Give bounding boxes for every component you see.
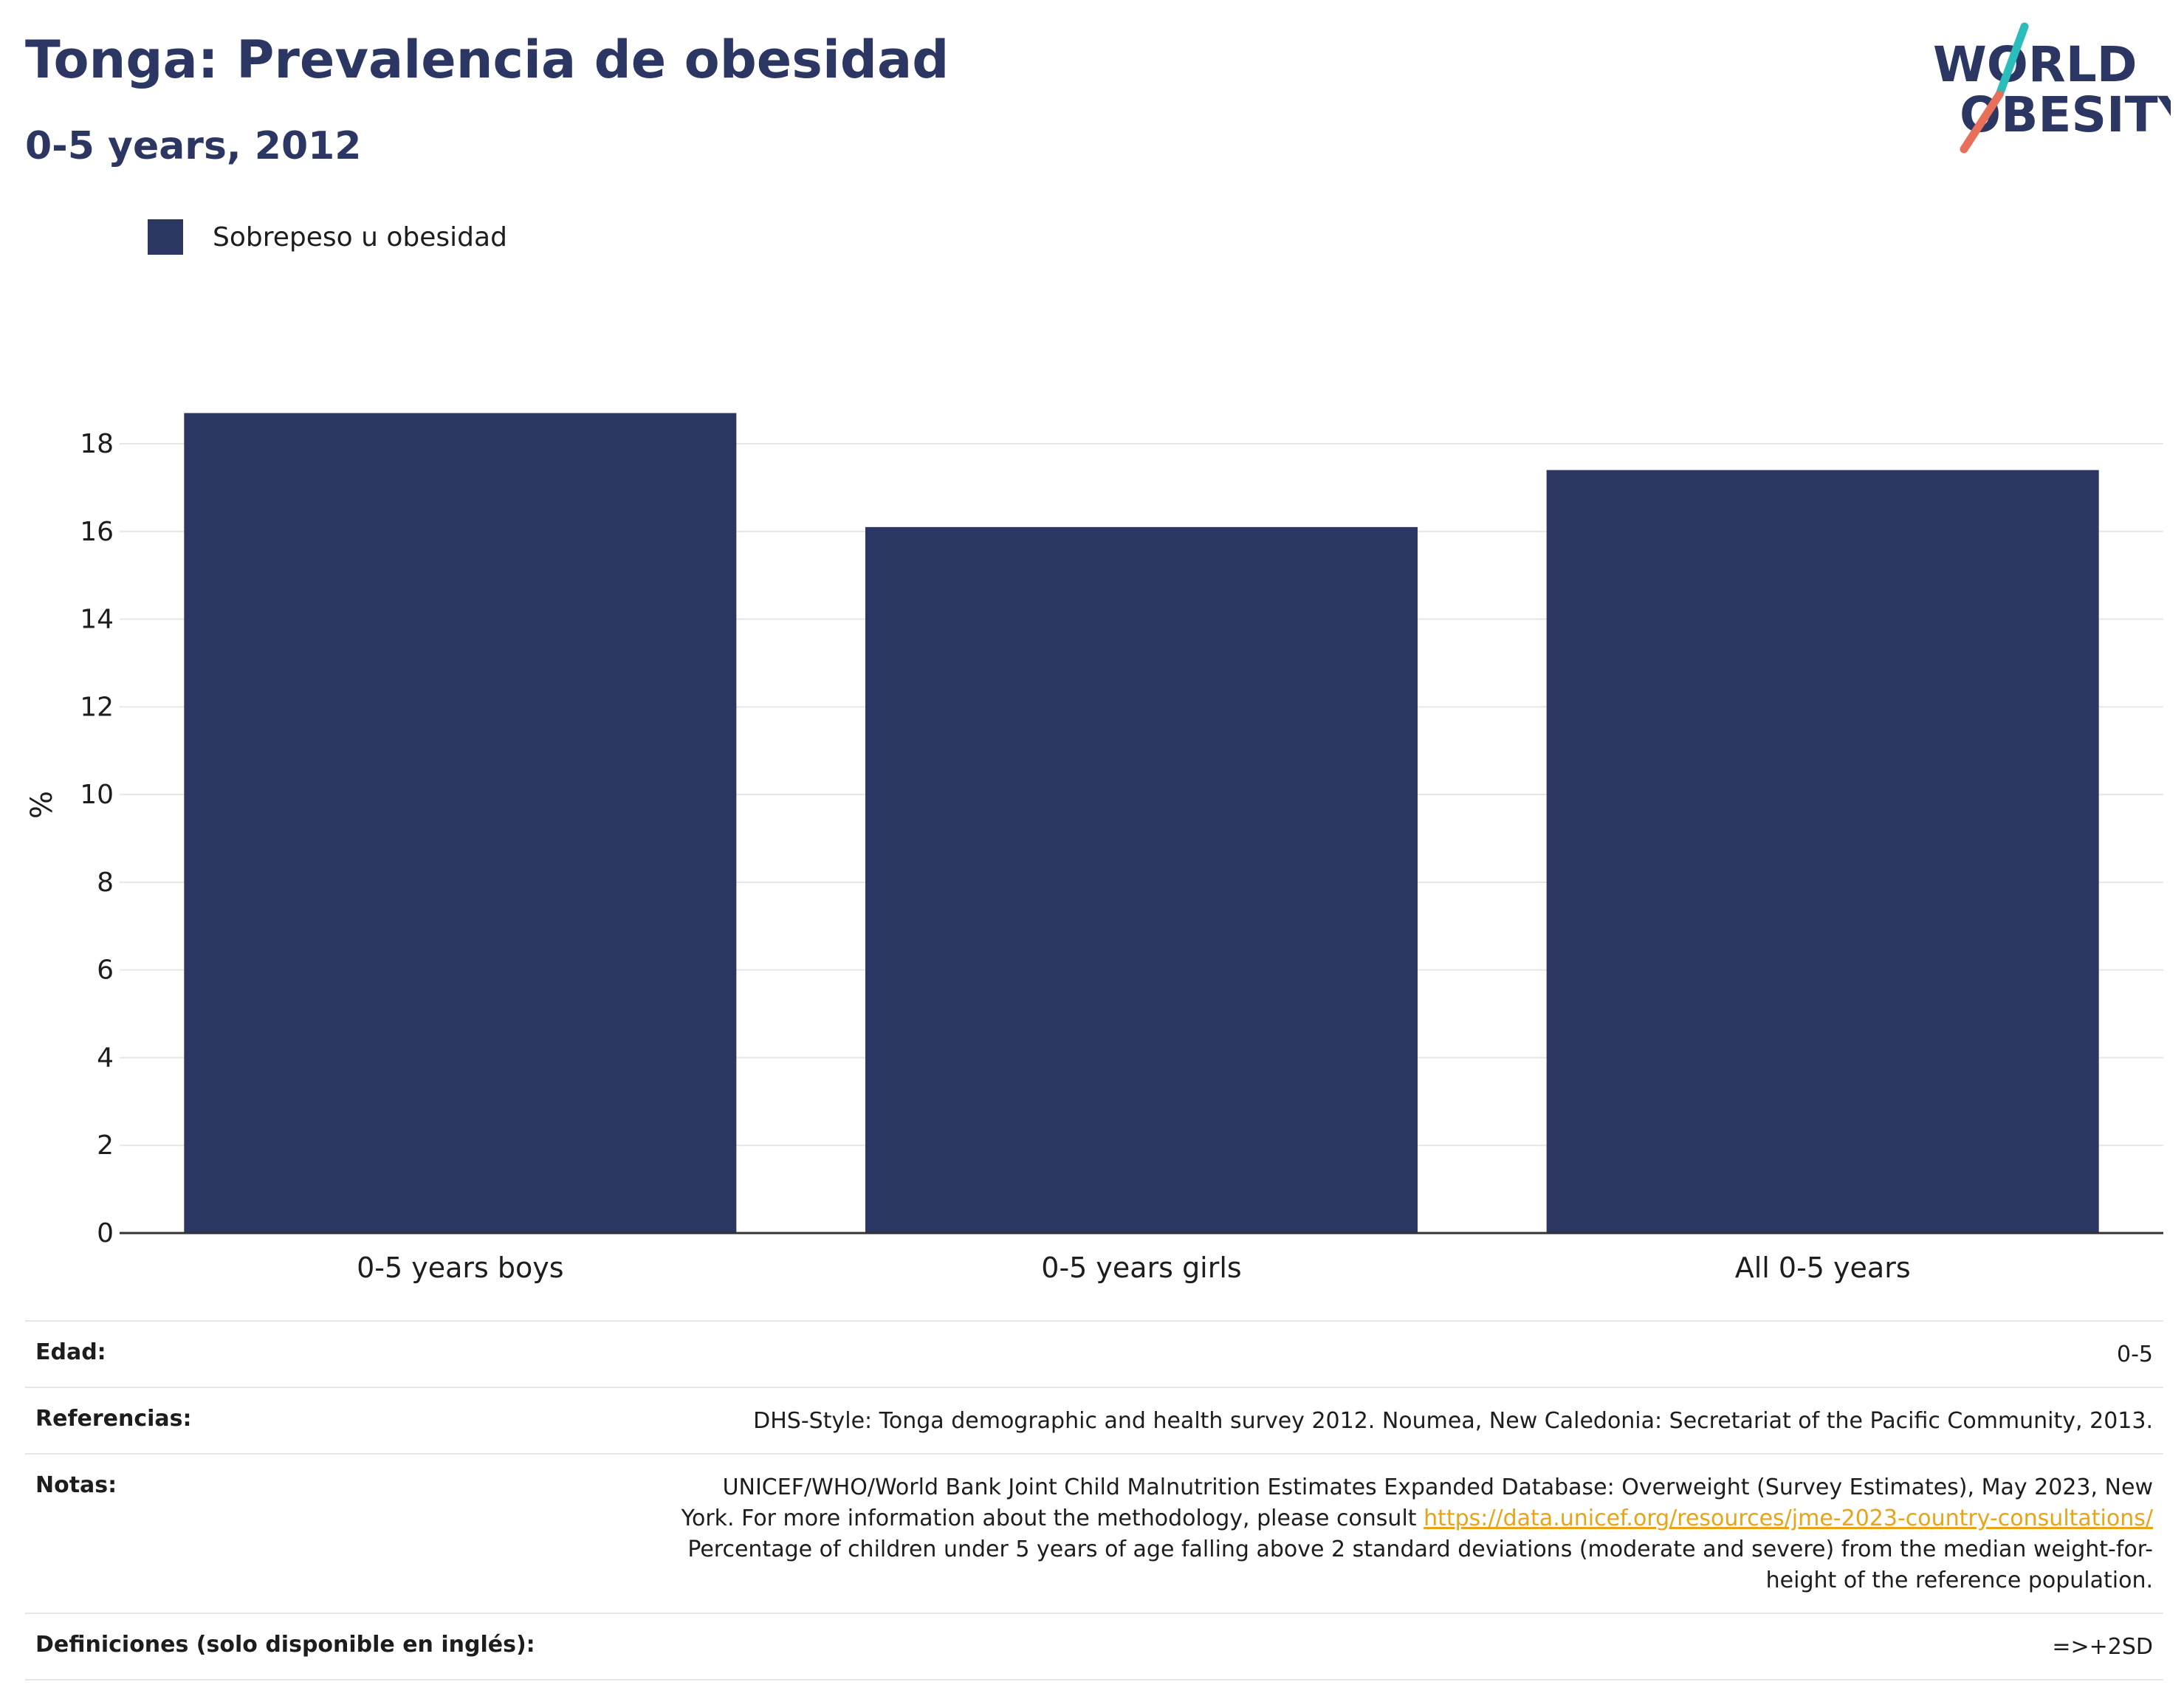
- y-axis-label: %: [25, 791, 59, 819]
- bar: [184, 413, 737, 1234]
- y-tick-label: 6: [97, 955, 114, 986]
- y-tick-label: 12: [80, 692, 114, 722]
- logo-slash-teal: [1995, 22, 2029, 99]
- methodology-link[interactable]: https://data.unicef.org/resources/jme-20…: [1424, 1506, 2153, 1531]
- x-tick-label: All 0-5 years: [1735, 1252, 1911, 1284]
- info-label-notes: Notas:: [35, 1472, 117, 1498]
- notes-line-1: UNICEF/WHO/World Bank Joint Child Malnut…: [722, 1474, 2153, 1500]
- world-obesity-logo: WORLD OBESITY: [1933, 22, 2171, 154]
- logo-word-world: WORLD: [1933, 36, 2137, 93]
- y-tick-label: 2: [97, 1130, 114, 1161]
- info-row-references: Referencias: DHS-Style: Tonga demographi…: [25, 1387, 2163, 1453]
- bar-chart: 0 2 4 6 8 10 12 14 16 18 0-5 years boys 0-5 years g…: [25, 413, 2163, 1284]
- y-tick-label: 14: [80, 605, 114, 635]
- info-value-age: 0-5: [2117, 1342, 2153, 1367]
- info-row-notes: Notas: UNICEF/WHO/World Bank Joint Child…: [25, 1453, 2163, 1613]
- info-value-definitions: =>+2SD: [2052, 1634, 2153, 1660]
- bar: [1546, 470, 2099, 1234]
- info-label-age: Edad:: [35, 1339, 106, 1365]
- y-tick-label: 8: [97, 868, 114, 898]
- info-row-age: Edad: 0-5: [25, 1320, 2163, 1387]
- info-row-definitions: Definiciones (solo disponible en inglés)…: [25, 1613, 2163, 1680]
- y-tick-label: 18: [80, 429, 114, 459]
- info-label-references: Referencias:: [35, 1406, 192, 1432]
- info-value-notes: UNICEF/WHO/World Bank Joint Child Malnut…: [681, 1472, 2153, 1596]
- x-tick-label: 0-5 years girls: [1041, 1252, 1241, 1284]
- legend: Sobrepeso u obesidad: [148, 219, 507, 255]
- bar: [865, 526, 1418, 1233]
- notes-line-3: Percentage of children under 5 years of …: [687, 1537, 2153, 1562]
- legend-label: Sobrepeso u obesidad: [213, 222, 507, 253]
- info-table: Edad: 0-5 Referencias: DHS-Style: Tonga …: [25, 1320, 2163, 1680]
- notes-line-4: height of the reference population.: [1765, 1568, 2153, 1593]
- chart-title: Tonga: Prevalencia de obesidad: [25, 30, 950, 90]
- info-value-references: DHS-Style: Tonga demographic and health …: [753, 1408, 2153, 1434]
- chart-subtitle: 0-5 years, 2012: [25, 124, 362, 168]
- y-tick-label: 4: [97, 1043, 114, 1073]
- y-tick-label: 0: [97, 1218, 114, 1249]
- y-tick-label: 16: [80, 517, 114, 547]
- legend-swatch: [148, 219, 183, 255]
- info-label-definitions: Definiciones (solo disponible en inglés)…: [35, 1632, 535, 1658]
- y-tick-label: 10: [80, 780, 114, 810]
- x-tick-label: 0-5 years boys: [357, 1252, 563, 1284]
- notes-line-2: York. For more information about the met…: [681, 1506, 1417, 1531]
- logo-slash-coral: [1960, 90, 2004, 154]
